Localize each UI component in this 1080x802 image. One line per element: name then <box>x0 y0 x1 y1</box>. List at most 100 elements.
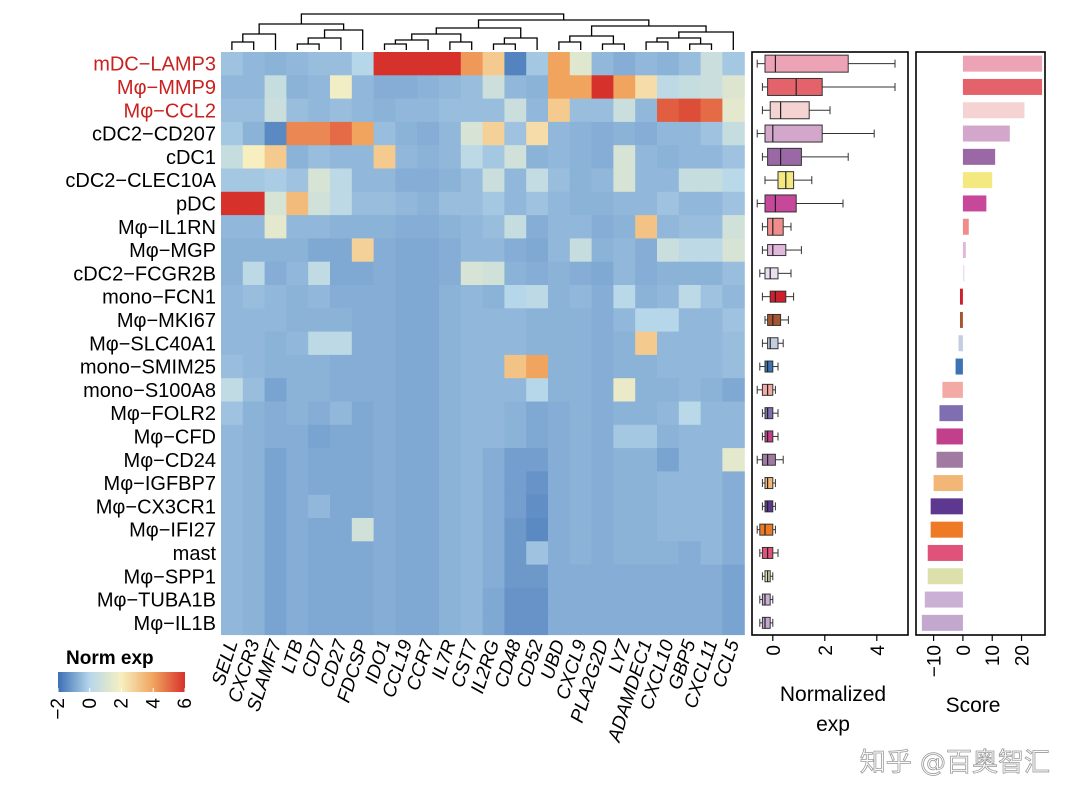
score-bar <box>962 172 993 189</box>
heat-cell <box>678 401 702 426</box>
heat-cell <box>591 145 614 170</box>
heat-cell <box>242 52 266 76</box>
row-label: mono−SMIM25 <box>80 357 216 379</box>
heat-cell <box>504 191 527 216</box>
heat-cell <box>286 518 309 542</box>
box <box>764 267 779 280</box>
row-label: Mφ−IL1RN <box>118 217 216 239</box>
legend-ticks: −2 0 2 4 6 <box>48 688 196 720</box>
heat-cell <box>417 541 440 566</box>
heat-cell <box>417 401 440 426</box>
box <box>764 360 774 373</box>
heat-cell <box>373 448 396 472</box>
heat-cell <box>591 121 614 146</box>
heat-cell <box>417 587 440 612</box>
heat-cell <box>657 191 680 216</box>
heat-cell <box>242 261 266 286</box>
heat-cell <box>264 238 287 263</box>
heat-cell <box>395 331 418 356</box>
score-bar <box>939 405 963 422</box>
dendrogram-link <box>678 31 734 50</box>
heat-cell <box>417 261 440 286</box>
heat-cell <box>482 285 505 309</box>
heat-cell <box>308 494 331 519</box>
heat-cell <box>591 448 614 472</box>
heat-cell <box>657 564 680 589</box>
dendrogram-link <box>435 27 522 38</box>
heat-cell <box>482 564 505 589</box>
heat-cell <box>482 331 505 356</box>
heat-cell <box>526 168 549 193</box>
row-label: pDC <box>176 193 216 215</box>
heat-cell <box>373 587 396 612</box>
heat-cell <box>504 564 527 589</box>
heat-cell <box>635 98 658 123</box>
heat-cell <box>591 75 614 100</box>
heat-cell <box>657 261 680 286</box>
heat-cell <box>242 471 266 496</box>
heat-cell <box>569 52 593 76</box>
heat-cell <box>657 587 680 612</box>
score-tick-label: 20 <box>1013 645 1034 666</box>
heat-cell <box>351 285 375 309</box>
heat-cell <box>526 564 549 589</box>
heat-cell <box>417 611 440 636</box>
row-label: Mφ−CD24 <box>124 450 216 472</box>
heat-cell <box>439 168 462 193</box>
heat-cell <box>700 285 723 309</box>
box <box>761 616 771 629</box>
heat-cell <box>700 215 723 239</box>
box <box>764 407 774 420</box>
heat-cell <box>526 587 549 612</box>
heat-cell <box>722 261 745 286</box>
heat-cell <box>635 564 658 589</box>
heat-cell <box>569 121 593 146</box>
heat-cell <box>439 145 462 170</box>
heat-cell <box>308 285 331 309</box>
dendrogram-link <box>601 43 625 50</box>
heat-cell <box>657 354 680 379</box>
heat-cell <box>722 331 745 356</box>
heat-cell <box>221 494 244 519</box>
heat-cell <box>308 471 331 496</box>
heat-cell <box>439 308 462 333</box>
heat-cell <box>308 238 331 263</box>
heat-cell <box>439 238 462 263</box>
heat-cell <box>308 354 331 379</box>
heat-cell <box>460 494 484 519</box>
score-bar <box>936 428 963 445</box>
heat-cell <box>439 401 462 426</box>
heat-cell <box>613 564 636 589</box>
heat-cell <box>221 611 244 636</box>
heat-cell <box>569 215 593 239</box>
score-bar <box>942 381 963 398</box>
row-label: Mφ−MMP9 <box>117 77 216 99</box>
score-bar <box>930 521 963 538</box>
heat-cell <box>635 401 658 426</box>
heat-cell <box>417 52 440 76</box>
heat-cell <box>351 471 375 496</box>
heat-cell <box>548 215 571 239</box>
heat-cell <box>482 541 505 566</box>
heat-cell <box>242 354 266 379</box>
heat-cell <box>221 285 244 309</box>
heat-cell <box>504 401 527 426</box>
heat-cell <box>548 238 571 263</box>
heat-cell <box>351 401 375 426</box>
heat-cell <box>395 261 418 286</box>
heat-cell <box>482 448 505 472</box>
heat-cell <box>286 448 309 472</box>
heat-cell <box>351 238 375 263</box>
row-label: mono−FCN1 <box>102 287 216 309</box>
heat-cell <box>635 75 658 100</box>
heat-cell <box>591 518 614 542</box>
heat-cell <box>460 541 484 566</box>
heat-cell <box>722 494 745 519</box>
heat-cell <box>264 611 287 636</box>
heat-cell <box>657 238 680 263</box>
heat-cell <box>613 191 636 216</box>
heat-cell <box>504 587 527 612</box>
heat-cell <box>657 98 680 123</box>
heat-cell <box>591 308 614 333</box>
score-bar <box>962 148 996 165</box>
